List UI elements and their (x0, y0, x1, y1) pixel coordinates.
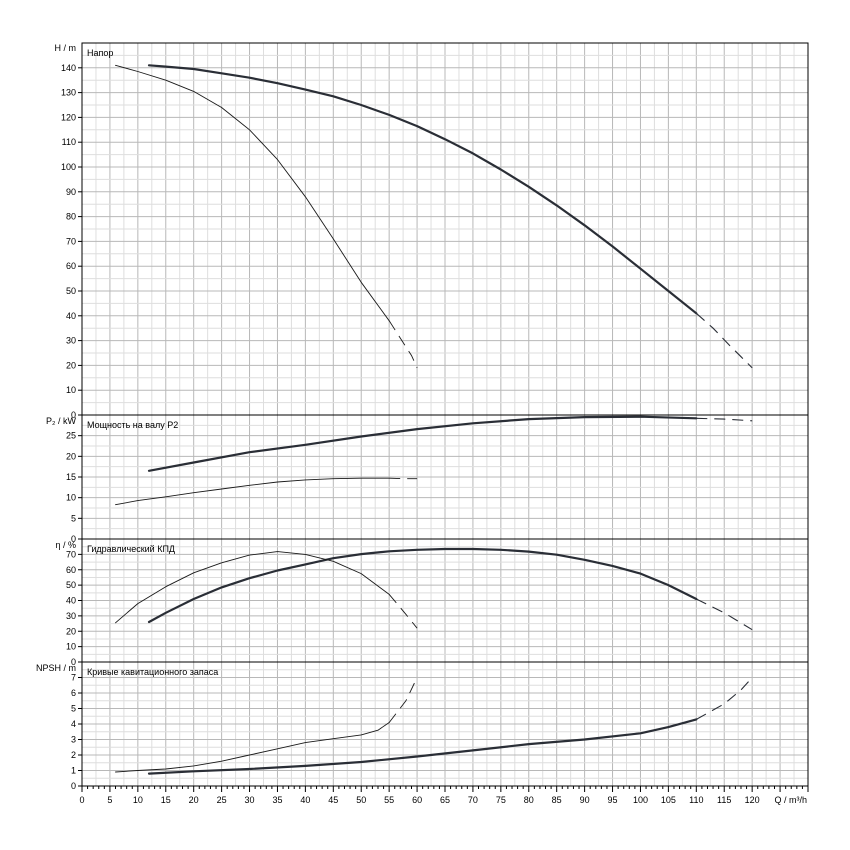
x-tick-label: 55 (384, 795, 394, 805)
x-tick-label: 85 (552, 795, 562, 805)
y-tick-label: 10 (66, 642, 76, 652)
curve-efficiency-thick (147, 547, 698, 624)
frame-layer (78, 42, 809, 792)
curve-head-thin (115, 64, 390, 322)
grid-layer (82, 43, 808, 786)
curve-efficiency-thin-extrapolated (388, 594, 418, 629)
y-tick-label: 90 (66, 187, 76, 197)
y-tick-label: 20 (66, 360, 76, 370)
y-tick-label: 4 (71, 719, 76, 729)
y-tick-label: 0 (71, 410, 76, 420)
curve-npsh-thin (115, 722, 390, 773)
curve-power-thick (147, 415, 698, 472)
x-tick-label: 105 (661, 795, 676, 805)
curve-head-thin-extrapolated (388, 320, 418, 369)
y-tick-label: 0 (71, 657, 76, 667)
x-tick-label: 45 (328, 795, 338, 805)
y-tick-label: 140 (61, 63, 76, 73)
y-tick-label: 120 (61, 112, 76, 122)
y-axis-label: η / % (55, 540, 76, 550)
x-tick-label: 70 (468, 795, 478, 805)
y-axis-label: P₂ / kW (46, 416, 76, 426)
y-tick-label: 3 (71, 735, 76, 745)
curve-power-thin (115, 477, 390, 506)
curve-power-thin-extrapolated (389, 477, 418, 480)
y-tick-label: 130 (61, 88, 76, 98)
panel-title: Напор (87, 48, 113, 58)
x-tick-label: 0 (79, 795, 84, 805)
y-tick-label: 15 (66, 472, 76, 482)
y-tick-label: 1 (71, 766, 76, 776)
x-tick-label: 110 (689, 795, 703, 805)
y-tick-label: 5 (71, 704, 76, 714)
y-tick-label: 50 (66, 286, 76, 296)
curve-npsh-thin-extrapolated (388, 677, 418, 723)
panel-title: Мощность на валу P2 (87, 420, 178, 430)
y-tick-label: 70 (66, 236, 76, 246)
y-tick-label: 10 (66, 493, 76, 503)
y-tick-label: 5 (71, 513, 76, 523)
y-tick-label: 50 (66, 580, 76, 590)
curve-head-thick (147, 64, 698, 315)
y-tick-label: 70 (66, 549, 76, 559)
y-axis-label: NPSH / m (36, 663, 76, 673)
y-tick-label: 7 (71, 673, 76, 683)
y-tick-label: 60 (66, 261, 76, 271)
x-tick-label: 60 (412, 795, 422, 805)
y-tick-label: 0 (71, 781, 76, 791)
curve-npsh-thick-extrapolated (696, 677, 753, 720)
curve-power-thick-extrapolated (696, 417, 753, 422)
x-tick-label: 5 (107, 795, 112, 805)
x-tick-label: 75 (496, 795, 506, 805)
x-tick-label: 10 (133, 795, 143, 805)
y-tick-label: 25 (66, 431, 76, 441)
x-tick-label: 90 (580, 795, 590, 805)
x-tick-label: 50 (356, 795, 366, 805)
y-tick-label: 0 (71, 534, 76, 544)
curve-efficiency-thin (115, 551, 390, 624)
panel-title: Гидравлический КПД (87, 544, 175, 554)
curve-efficiency-thick-extrapolated (696, 598, 753, 631)
x-tick-label: 115 (717, 795, 731, 805)
y-tick-label: 20 (66, 626, 76, 636)
y-tick-label: 30 (66, 336, 76, 346)
curves-layer (115, 64, 753, 775)
x-tick-label: 100 (633, 795, 648, 805)
x-tick-label: 15 (161, 795, 171, 805)
y-tick-label: 40 (66, 596, 76, 606)
y-tick-label: 20 (66, 451, 76, 461)
x-tick-label: 40 (300, 795, 310, 805)
x-tick-label: 20 (189, 795, 199, 805)
y-tick-label: 80 (66, 212, 76, 222)
y-tick-label: 60 (66, 565, 76, 575)
y-axis-label: H / m (55, 43, 77, 53)
y-tick-label: 40 (66, 311, 76, 321)
y-tick-label: 10 (66, 385, 76, 395)
x-tick-label: 65 (440, 795, 450, 805)
x-tick-label: 95 (608, 795, 618, 805)
x-axis-label: Q / m³/h (774, 795, 807, 805)
y-tick-label: 100 (61, 162, 76, 172)
x-tick-label: 30 (245, 795, 255, 805)
x-tick-label: 25 (217, 795, 227, 805)
x-tick-label: 35 (272, 795, 282, 805)
y-tick-label: 2 (71, 750, 76, 760)
curve-npsh-thick (147, 718, 698, 775)
y-tick-label: 110 (62, 137, 76, 147)
x-tick-label: 120 (745, 795, 760, 805)
panel-title: Кривые кавитационного запаса (87, 667, 218, 677)
x-tick-label: 80 (524, 795, 534, 805)
y-tick-label: 6 (71, 688, 76, 698)
curve-head-thick-extrapolated (695, 312, 753, 369)
y-tick-label: 30 (66, 611, 76, 621)
